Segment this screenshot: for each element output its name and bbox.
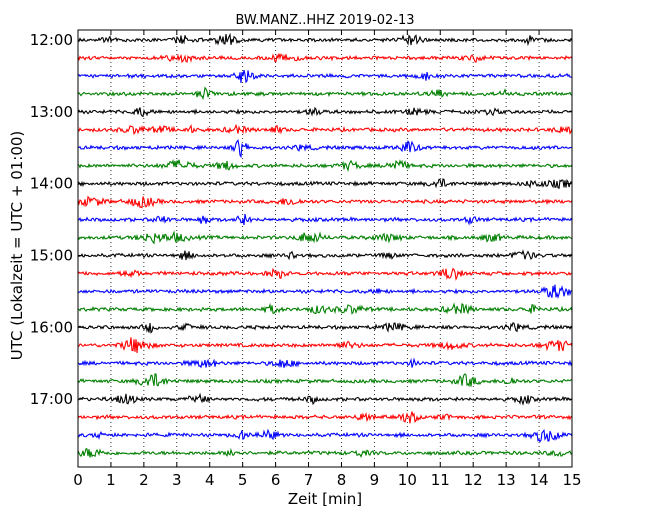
chart-title: BW.MANZ..HHZ 2019-02-13: [235, 13, 414, 28]
seismogram-traces: [77, 32, 573, 458]
x-tick-label: 4: [205, 471, 215, 489]
x-tick-label: 0: [73, 471, 83, 489]
x-tick-label: 5: [238, 471, 248, 489]
trace-line-1345: [77, 158, 573, 173]
x-tick-label: 13: [497, 471, 516, 489]
trace-line-1615: [77, 337, 573, 354]
trace-line-1230: [77, 69, 573, 84]
trace-line-1745: [77, 447, 573, 458]
trace-line-1515: [77, 267, 573, 281]
y-tick-label: 12:00: [30, 31, 73, 49]
x-tick-label: 3: [172, 471, 182, 489]
x-tick-label: 12: [464, 471, 483, 489]
trace-line-1600: [77, 322, 573, 334]
trace-line-1315: [77, 123, 573, 135]
x-tick-label: 9: [370, 471, 380, 489]
trace-line-1545: [77, 302, 573, 315]
x-axis-ticks: 0 1 2 3 4 5 6 7 8 9 10 11 12 13 14 15: [73, 30, 582, 489]
trace-line-1400: [77, 178, 573, 190]
x-tick-label: 14: [530, 471, 549, 489]
y-tick-label: 17:00: [30, 390, 73, 408]
trace-line-1700: [77, 392, 573, 406]
trace-line-1715: [77, 411, 573, 424]
trace-line-1430: [77, 213, 573, 226]
trace-line-1730: [77, 428, 573, 443]
trace-line-1200: [77, 32, 573, 47]
trace-line-1300: [77, 106, 573, 118]
trace-line-1215: [77, 53, 573, 64]
x-tick-label: 2: [139, 471, 149, 489]
trace-line-1500: [77, 249, 573, 261]
x-tick-label: 10: [398, 471, 417, 489]
y-axis-label: UTC (Lokalzeit = UTC + 01:00): [8, 131, 26, 361]
x-tick-label: 11: [431, 471, 450, 489]
y-tick-label: 16:00: [30, 318, 73, 336]
trace-line-1645: [77, 373, 573, 388]
x-tick-label: 15: [562, 471, 581, 489]
y-tick-label: 14:00: [30, 175, 73, 193]
x-tick-label: 8: [337, 471, 347, 489]
trace-line-1530: [77, 284, 573, 299]
trace-line-1245: [77, 86, 573, 101]
x-tick-label: 6: [271, 471, 281, 489]
x-axis-label: Zeit [min]: [288, 490, 362, 508]
plot-area-frame: [77, 29, 573, 468]
y-axis-ticks: 12:00 13:00 14:00 15:00 16:00 17:00: [30, 31, 572, 408]
vertical-gridlines: [110, 30, 540, 467]
trace-line-1445: [77, 230, 573, 245]
y-tick-label: 13:00: [30, 103, 73, 121]
y-tick-label: 15:00: [30, 246, 73, 264]
trace-line-1330: [77, 139, 573, 159]
trace-line-1630: [77, 357, 573, 369]
x-tick-label: 7: [304, 471, 314, 489]
x-tick-label: 1: [106, 471, 116, 489]
trace-line-1415: [77, 195, 573, 209]
